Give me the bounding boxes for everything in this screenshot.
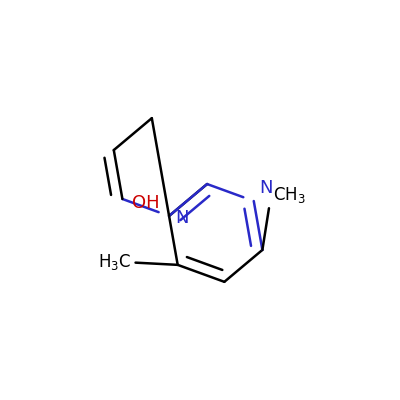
Text: N: N [260, 179, 273, 197]
Text: CH$_3$: CH$_3$ [273, 185, 306, 205]
Text: OH: OH [132, 194, 160, 212]
Text: H$_3$C: H$_3$C [98, 252, 132, 272]
Text: N: N [175, 209, 188, 227]
